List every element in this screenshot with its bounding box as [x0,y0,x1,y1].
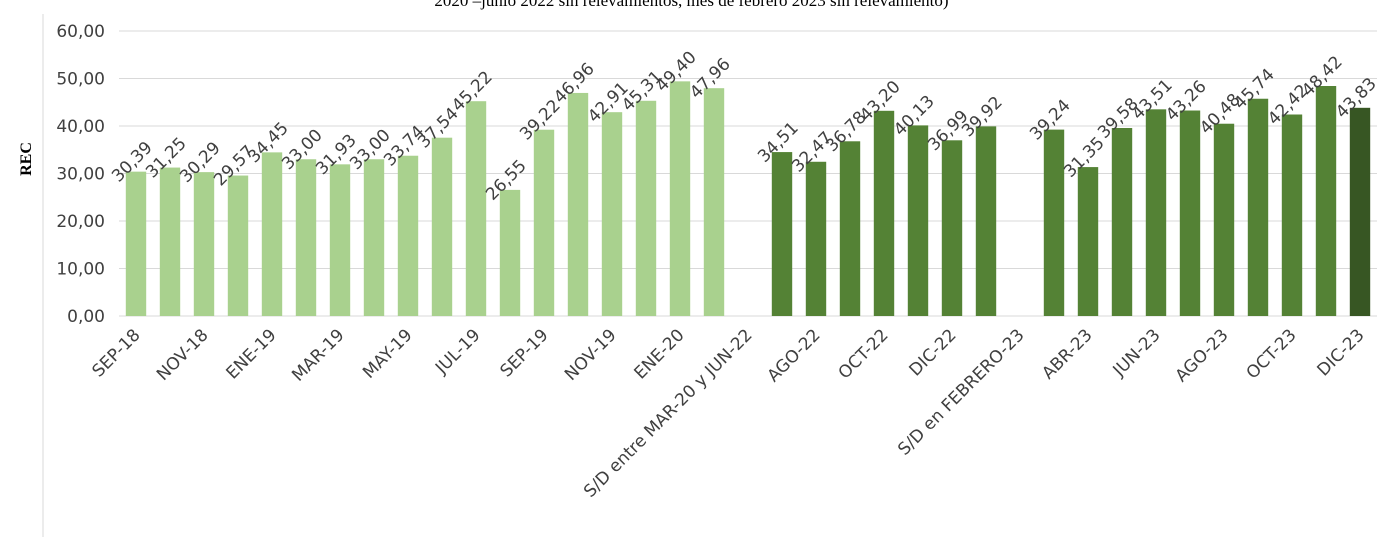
y-tick-label: 0,00 [67,307,105,327]
bar [193,172,215,316]
bar [1213,123,1235,316]
bar [975,126,997,316]
bar [159,167,181,316]
bar [601,112,623,317]
bar [1111,127,1133,317]
bar [635,100,657,316]
x-tick-label: ABR-23 [1038,325,1096,383]
x-tick-label: MAY-19 [359,325,416,382]
x-tick-label: AGO-23 [1172,325,1233,386]
x-tick-label: JUL-19 [431,325,484,378]
bar [771,152,793,316]
y-axis-label: REC [17,142,35,176]
bar [533,129,555,316]
bar [1281,114,1303,316]
x-tick-label: DIC-23 [1314,325,1369,380]
x-tick-label: SEP-19 [497,325,553,381]
x-tick-label: S/D en FEBRERO-23 [894,325,1028,459]
x-tick-label: ENE-19 [223,325,281,383]
bar [805,161,827,316]
bar [1043,129,1065,316]
x-tick-label: AGO-22 [764,325,825,386]
y-tick-label: 40,00 [56,117,105,137]
bar [1077,167,1099,316]
y-tick-label: 30,00 [56,165,105,185]
bar [1247,98,1269,316]
bar [941,140,963,316]
y-tick-label: 10,00 [56,260,105,280]
x-tick-label: OCT-22 [835,325,893,383]
bar [329,164,351,316]
chart-title: 2020 –junio 2022 sin relevamientos, mes … [434,0,949,10]
y-tick-label: 50,00 [56,70,105,90]
bar [873,110,895,316]
x-tick-label: NOV-18 [153,325,213,385]
x-tick-label: DIC-22 [906,325,961,380]
x-tick-label: MAR-19 [288,325,348,385]
bar [397,155,419,316]
bar [261,152,283,316]
bar [465,101,487,316]
y-tick-label: 60,00 [56,22,105,42]
bar [907,125,929,316]
bar [125,171,147,316]
bar [567,92,589,316]
bar [1349,107,1371,317]
x-tick-label: SEP-18 [89,325,145,381]
bar [1179,110,1201,316]
bar [499,189,521,316]
x-tick-label: JUN-23 [1109,325,1165,381]
bar [669,81,691,316]
y-tick-label: 20,00 [56,212,105,232]
x-tick-label: OCT-23 [1243,325,1301,383]
bar [1315,86,1337,316]
x-tick-label: NOV-19 [561,325,621,385]
bar [227,175,249,316]
bar [703,88,725,316]
bar [363,159,385,316]
bar [1145,109,1167,316]
bar [839,141,861,316]
x-tick-label: ENE-20 [631,325,689,383]
bar [431,137,453,316]
bar [295,159,317,316]
